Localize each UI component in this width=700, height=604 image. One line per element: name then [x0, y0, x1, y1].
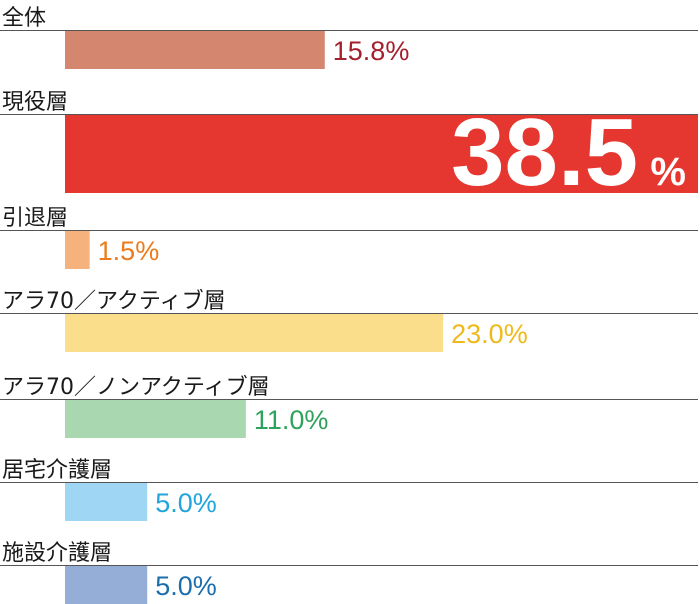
data-label: 5.0%	[155, 488, 217, 518]
data-label: 23.0%	[451, 319, 528, 349]
data-label: 15.8%	[333, 36, 410, 66]
data-label: 1.5%	[98, 236, 160, 266]
bar-row: 現役層 38.5%	[0, 90, 698, 206]
bar-row: 居宅介護層 5.0%	[0, 458, 698, 521]
bar	[65, 231, 90, 269]
category-label: 施設介護層	[2, 541, 112, 566]
category-label: アラ70／アクティブ層	[2, 289, 226, 314]
bar	[65, 483, 148, 521]
category-label: 現役層	[2, 90, 68, 115]
category-label: 全体	[2, 6, 46, 31]
category-label: アラ70／ノンアクティブ層	[2, 375, 270, 400]
bar	[65, 115, 698, 193]
data-label: 38.5	[451, 99, 638, 206]
category-label: 引退層	[2, 206, 68, 231]
bar	[65, 314, 444, 352]
bar	[65, 400, 246, 438]
bar-row: 引退層 1.5%	[0, 206, 698, 269]
category-label: 居宅介護層	[2, 458, 112, 483]
data-label: 11.0%	[254, 405, 329, 435]
data-label-unit: %	[650, 150, 686, 194]
data-label: 5.0%	[155, 571, 217, 601]
bar-row: アラ70／ノンアクティブ層 11.0%	[0, 375, 698, 438]
bar-row: アラ70／アクティブ層 23.0%	[0, 289, 698, 352]
bar	[65, 566, 148, 604]
bar	[65, 31, 325, 69]
bar-row: 全体 15.8%	[0, 6, 698, 69]
bar-row: 施設介護層 5.0%	[0, 541, 698, 604]
